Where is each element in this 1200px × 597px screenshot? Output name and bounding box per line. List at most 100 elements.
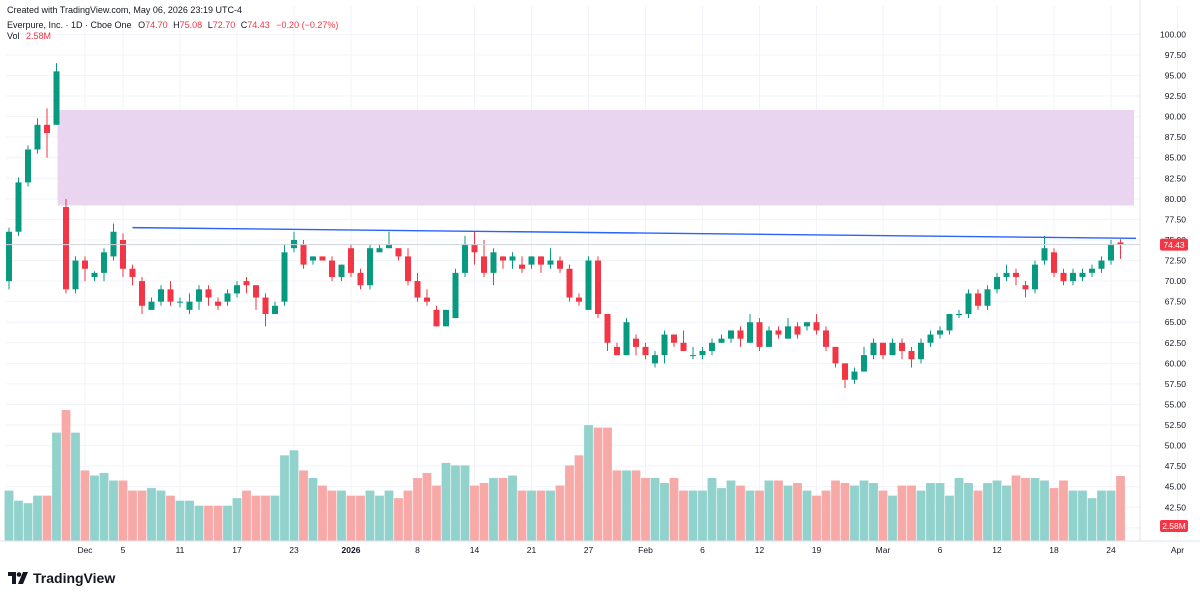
y-tick-label: 65.00 — [1165, 317, 1187, 327]
x-tick-label: 23 — [289, 545, 299, 555]
candle-body — [15, 182, 22, 232]
volume-bar — [223, 505, 232, 541]
candle-body — [794, 326, 801, 335]
candle-body — [614, 346, 620, 356]
candle-body — [395, 248, 402, 257]
volume-bar — [327, 490, 337, 541]
volume-bar — [603, 427, 612, 541]
candle-body — [167, 289, 174, 302]
candle-body — [766, 330, 772, 347]
candle-body — [471, 244, 478, 253]
trendline[interactable] — [132, 226, 1137, 240]
volume-label: Vol — [7, 31, 20, 41]
created-line: Created with TradingView.com, May 06, 20… — [7, 5, 242, 15]
volume-bar — [707, 478, 717, 541]
y-tick-label: 57.50 — [1165, 379, 1187, 389]
volume-bar — [821, 490, 831, 541]
volume-bar — [783, 485, 793, 541]
candle-body — [775, 330, 782, 335]
y-tick-label: 55.00 — [1165, 399, 1187, 409]
candle-body — [367, 248, 373, 286]
supply-zone[interactable] — [57, 110, 1135, 206]
candle-body — [1108, 244, 1114, 261]
volume-bar — [422, 472, 432, 541]
y-tick-label: 80.00 — [1165, 194, 1187, 204]
candle-body — [690, 355, 696, 357]
volume-bar — [964, 483, 973, 541]
volume-bar — [118, 480, 128, 541]
candle-body — [851, 371, 858, 380]
symbol-legend[interactable]: Everpure, Inc. · 1D · Cboe One O74.70 H7… — [7, 20, 338, 30]
volume-legend[interactable]: Vol 2.58M — [7, 31, 51, 41]
volume-bar — [992, 480, 1002, 541]
tradingview-logo[interactable]: TradingView — [8, 570, 115, 586]
volume-bar — [688, 490, 698, 541]
candle-body — [1041, 248, 1048, 261]
candle-body — [234, 285, 240, 294]
x-tick-label: 11 — [176, 545, 185, 555]
volume-bar — [1030, 478, 1040, 541]
x-tick-label: Feb — [638, 545, 653, 555]
volume-bar — [641, 478, 650, 541]
volume-bar — [1097, 490, 1106, 541]
x-tick-label: 14 — [470, 545, 480, 555]
y-tick-label: 87.50 — [1165, 132, 1187, 142]
y-tick-label: 85.00 — [1165, 153, 1187, 163]
volume-bar — [945, 495, 954, 541]
candle-body — [357, 272, 364, 286]
candle-body — [509, 256, 516, 261]
volume-bar — [1116, 475, 1125, 541]
volume-bar — [299, 470, 308, 541]
x-tick-label: 12 — [755, 545, 765, 555]
x-tick-label: Mar — [876, 545, 891, 555]
candle-body — [44, 124, 50, 134]
volume-bar — [812, 495, 821, 541]
tradingview-logo-icon — [8, 572, 28, 584]
candle-body — [747, 322, 753, 343]
candle-body — [414, 281, 421, 298]
candle-body — [205, 289, 212, 298]
candle-body — [329, 260, 335, 277]
volume-bar — [1011, 475, 1021, 541]
x-tick-label: 5 — [121, 545, 126, 555]
x-tick-label: 2026 — [342, 545, 361, 555]
volume-bar — [61, 409, 71, 541]
symbol-name[interactable]: Everpure, Inc. · 1D · Cboe One — [7, 20, 132, 30]
candle-body — [500, 256, 506, 261]
volume-bar — [869, 483, 878, 541]
candle-body — [63, 207, 69, 290]
time-axis[interactable]: Dec 5 11 17 23 2026 8 14 21 27 Feb 6 12 19 Mar 6 12 18 24 A… — [0, 540, 1200, 555]
volume-bar — [907, 485, 916, 541]
volume-bar — [584, 425, 593, 541]
close-value: 74.43 — [247, 20, 270, 30]
candle-body — [386, 244, 392, 249]
candle-body — [813, 322, 820, 331]
volume-bar — [394, 498, 403, 541]
volume-bar — [612, 470, 622, 541]
volume-bar — [384, 490, 394, 541]
x-tick-label: 24 — [1106, 545, 1116, 555]
volume-bar — [479, 483, 489, 541]
logo-text: TradingView — [33, 570, 116, 586]
candle-body — [595, 260, 601, 314]
price-badge-text: 74.43 — [1163, 240, 1185, 250]
volume-bar — [878, 490, 888, 541]
volume-bar — [574, 455, 584, 541]
candle-body — [576, 297, 582, 302]
volume-bar — [23, 503, 33, 541]
volume-bar — [280, 455, 289, 541]
y-tick-label: 47.50 — [1165, 461, 1187, 471]
candle-body — [880, 342, 886, 356]
volume-badge-text: 2.58M — [1162, 521, 1186, 531]
volume-bar — [859, 480, 869, 541]
candle-body — [34, 124, 41, 150]
low-value: 72.70 — [212, 20, 236, 30]
volume-bar — [90, 475, 99, 541]
volume-bar — [42, 495, 52, 541]
candle-body — [253, 285, 259, 298]
price-axis[interactable]: 100.00 97.50 95.00 92.50 90.00 87.50 85.00 82.5… — [1139, 0, 1187, 541]
volume-bar — [1078, 490, 1087, 541]
candle-body — [110, 231, 117, 257]
y-tick-label: 60.00 — [1165, 358, 1187, 368]
